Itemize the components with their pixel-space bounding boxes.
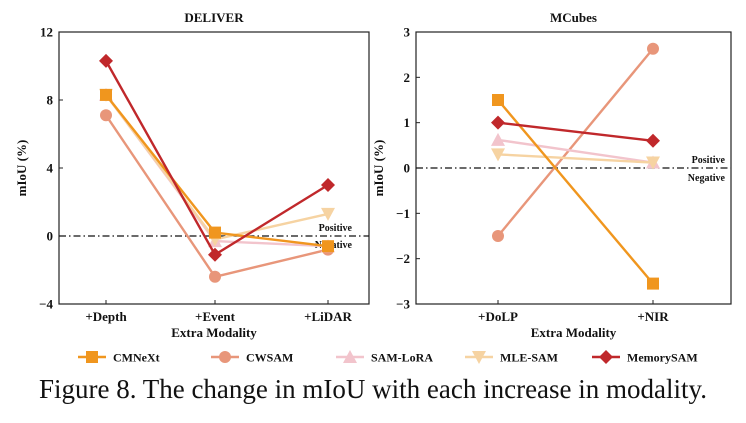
x-tick-label: +LiDAR (304, 309, 352, 324)
y-tick-label: 4 (47, 161, 54, 176)
legend-marker (86, 351, 98, 363)
x-axis-label: Extra Modality (171, 325, 257, 340)
legend-label: MLE-SAM (500, 351, 558, 365)
series-line (497, 153, 654, 164)
data-point (321, 178, 335, 192)
series-line (497, 121, 654, 142)
data-point (647, 277, 659, 290)
panel-title: DELIVER (184, 10, 244, 25)
series-line (105, 94, 329, 241)
y-tick-label: 1 (404, 115, 411, 130)
positive-label: Positive (692, 155, 726, 166)
series-cmnext (100, 88, 334, 253)
series-line (105, 94, 329, 248)
data-point (209, 226, 221, 239)
data-point (646, 156, 660, 170)
y-tick-label: −4 (39, 297, 53, 312)
data-point (491, 115, 505, 130)
y-tick-label: 12 (40, 25, 53, 40)
x-tick-label: +NIR (637, 309, 669, 324)
series-line (104, 60, 329, 256)
negative-label: Negative (688, 173, 726, 184)
y-tick-label: 3 (404, 25, 411, 40)
legend-marker (599, 350, 613, 364)
data-point (209, 270, 221, 283)
data-point (100, 109, 112, 122)
data-point (322, 240, 334, 253)
y-tick-label: −1 (396, 206, 410, 221)
series-mle-sam (491, 148, 660, 170)
figure-caption: Figure 8. The change in mIoU with each i… (38, 374, 708, 404)
x-tick-label: +Event (195, 309, 236, 324)
y-tick-label: −2 (396, 251, 410, 266)
series-cmnext (492, 94, 659, 290)
data-point (646, 133, 660, 148)
data-point (208, 247, 222, 262)
data-point (321, 207, 335, 221)
legend-marker (343, 350, 357, 363)
x-tick-label: +DoLP (478, 309, 518, 324)
x-tick-label: +Depth (85, 309, 127, 324)
series-line (105, 94, 329, 248)
data-point (99, 53, 113, 68)
panel-title: MCubes (550, 10, 597, 25)
data-point (491, 148, 505, 162)
series-cwsam (492, 42, 659, 242)
legend-item: CMNeXt (78, 351, 160, 365)
y-tick-label: 0 (47, 229, 54, 244)
legend-marker (219, 351, 231, 363)
y-tick-label: −3 (396, 297, 410, 312)
y-axis-label: mIoU (%) (371, 140, 386, 197)
positive-label: Positive (319, 223, 353, 234)
legend-marker (472, 351, 486, 364)
data-point (100, 88, 112, 101)
y-axis-label: mIoU (%) (14, 140, 29, 197)
legend-item: SAM-LoRA (336, 350, 433, 365)
y-tick-label: 0 (404, 161, 411, 176)
y-tick-label: 8 (47, 93, 54, 108)
legend-item: CWSAM (211, 351, 293, 365)
series-line (497, 48, 654, 237)
data-point (492, 94, 504, 106)
legend-label: CMNeXt (113, 351, 160, 365)
legend-label: SAM-LoRA (371, 351, 433, 365)
plot-frame (58, 31, 370, 305)
legend-item: MemorySAM (592, 350, 698, 365)
x-axis-label: Extra Modality (531, 325, 617, 340)
data-point (492, 230, 504, 242)
data-point (491, 132, 505, 146)
series-memorysam (491, 115, 660, 148)
y-tick-label: 2 (404, 70, 411, 85)
data-point (647, 42, 659, 55)
legend-item: MLE-SAM (465, 351, 558, 365)
series-line (497, 99, 654, 285)
series-memorysam (99, 53, 335, 262)
legend-label: MemorySAM (627, 351, 698, 365)
legend-label: CWSAM (246, 351, 293, 365)
series-line (497, 138, 654, 164)
